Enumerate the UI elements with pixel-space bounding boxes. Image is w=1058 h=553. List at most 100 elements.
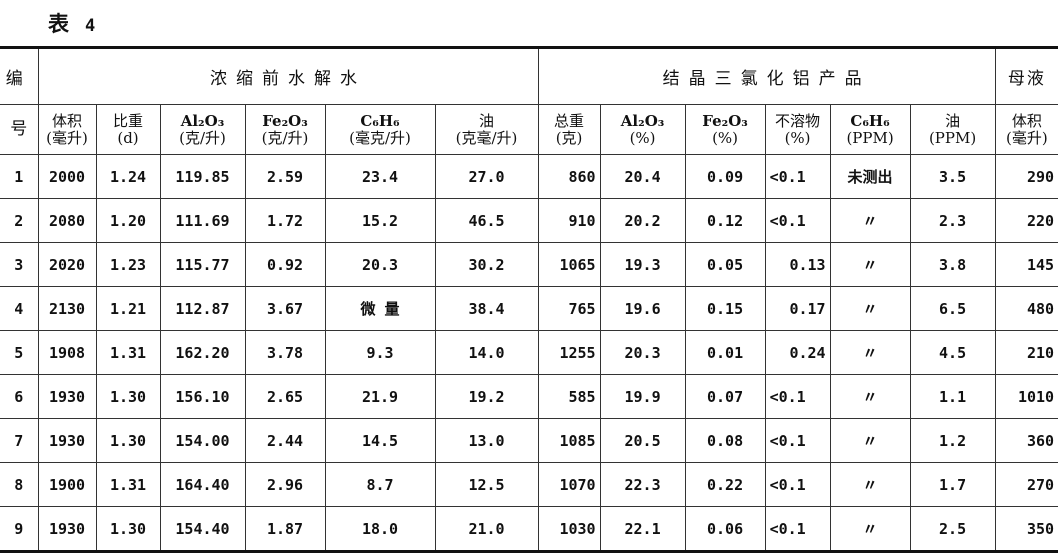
- column-header-name: 油: [479, 111, 495, 130]
- table-cell: <0.1: [764, 418, 831, 463]
- table-cell: 1900: [37, 462, 97, 507]
- table-row: 1 2000 1.24 119.85 2.59 23.4 27.0 860 20.4 0.09 <0…: [0, 154, 1058, 199]
- row-number: 4: [0, 286, 39, 331]
- table-row: 5 1908 1.31 162.20 3.78 9.3 14.0 1255 20.3 0.01 0.…: [0, 330, 1058, 375]
- table-cell: 1.30: [95, 418, 161, 463]
- table-cell: 0.13: [764, 242, 831, 287]
- row-number: 6: [0, 374, 39, 419]
- table-cell: 115.77: [159, 242, 246, 287]
- table-cell: 220: [994, 198, 1058, 243]
- row-number: 3: [0, 242, 39, 287]
- table-cell: 46.5: [434, 198, 539, 243]
- table-body: 1 2000 1.24 119.85 2.59 23.4 27.0 860 20.4 0.09 <0…: [0, 154, 1058, 552]
- table-cell: 1085: [537, 418, 601, 463]
- data-table: 编 浓缩前水解水 结晶三氯化铝产品 母液 号 体积 (毫升) 比重 (d) Al₂O₃(…: [0, 46, 1058, 553]
- table-cell: 〃: [829, 198, 911, 243]
- table-cell: 910: [537, 198, 601, 243]
- table-cell: 19.2: [434, 374, 539, 419]
- table-cell: 112.87: [159, 286, 246, 331]
- header-id-top: 编: [0, 47, 39, 105]
- table-cell: 1.1: [909, 374, 996, 419]
- table-cell: 1.7: [909, 462, 996, 507]
- table-cell: 1.20: [95, 198, 161, 243]
- table-cell: 〃: [829, 374, 911, 419]
- column-header: 不溶物 (%): [764, 104, 831, 155]
- header-group-before-concentration: 浓缩前水解水: [37, 47, 539, 105]
- table-cell: 1.31: [95, 330, 161, 375]
- table-cell: <0.1: [764, 198, 831, 243]
- table-cell: <0.1: [764, 154, 831, 199]
- row-number: 7: [0, 418, 39, 463]
- table-cell: 0.05: [684, 242, 766, 287]
- table-cell: 20.2: [599, 198, 686, 243]
- table-cell: 1908: [37, 330, 97, 375]
- table-cell: 1070: [537, 462, 601, 507]
- table-cell: 38.4: [434, 286, 539, 331]
- table-cell: 765: [537, 286, 601, 331]
- table-cell: 1030: [537, 506, 601, 552]
- table-cell: 2080: [37, 198, 97, 243]
- table-cell: 22.3: [599, 462, 686, 507]
- table-cell: 20.3: [324, 242, 436, 287]
- column-header-unit: (克/升): [179, 128, 226, 147]
- table-cell: 〃: [829, 418, 911, 463]
- table-cell: 3.8: [909, 242, 996, 287]
- table-cell: 20.3: [599, 330, 686, 375]
- table-cell: 1.30: [95, 374, 161, 419]
- table-cell: 0.15: [684, 286, 766, 331]
- table-cell: 23.4: [324, 154, 436, 199]
- column-header-unit: (毫升): [1005, 128, 1048, 147]
- column-header: C₆H₆ (毫克/升): [324, 104, 436, 155]
- header-id-bottom: 号: [0, 104, 39, 155]
- table-cell: 0.12: [684, 198, 766, 243]
- table-row: 4 2130 1.21 112.87 3.67 微 量 38.4 765 19.6 0.15 0.1…: [0, 286, 1058, 331]
- table-cell: 18.0: [324, 506, 436, 552]
- table-cell: 480: [994, 286, 1058, 331]
- table-cell: 2130: [37, 286, 97, 331]
- table-cell: 2.3: [909, 198, 996, 243]
- column-header-name: C₆H₆: [850, 111, 890, 130]
- table-cell: 6.5: [909, 286, 996, 331]
- table-cell: 21.0: [434, 506, 539, 552]
- table-cell: 20.4: [599, 154, 686, 199]
- table-cell: 〃: [829, 330, 911, 375]
- table-cell: 3.5: [909, 154, 996, 199]
- table-cell: 145: [994, 242, 1058, 287]
- table-cell: 1.87: [244, 506, 326, 552]
- table-cell: 1010: [994, 374, 1058, 419]
- column-header: 油 (PPM): [909, 104, 996, 155]
- header-group-row: 编 浓缩前水解水 结晶三氯化铝产品 母液: [0, 47, 1058, 105]
- table-cell: 1930: [37, 418, 97, 463]
- table-cell: 350: [994, 506, 1058, 552]
- column-header-name: 油: [945, 111, 961, 130]
- header-group-product: 结晶三氯化铝产品: [537, 47, 996, 105]
- table-cell: 1.72: [244, 198, 326, 243]
- table-cell: 2.96: [244, 462, 326, 507]
- table-cell: <0.1: [764, 462, 831, 507]
- column-header-name: 总重: [554, 111, 585, 130]
- table-cell: 19.3: [599, 242, 686, 287]
- table-cell: <0.1: [764, 374, 831, 419]
- table-row: 8 1900 1.31 164.40 2.96 8.7 12.5 1070 22.3 0.22 <0…: [0, 462, 1058, 507]
- row-number: 9: [0, 506, 39, 552]
- column-header: Fe₂O₃ (克/升): [244, 104, 326, 155]
- table-number: 4: [85, 16, 98, 36]
- table-title-label: 表: [48, 11, 71, 36]
- column-header: 体积 (毫升): [994, 104, 1058, 155]
- table-cell: 4.5: [909, 330, 996, 375]
- column-header: 体积 (毫升): [37, 104, 97, 155]
- table-cell: 15.2: [324, 198, 436, 243]
- column-header: 总重 (克): [537, 104, 601, 155]
- column-header-unit: (%): [784, 128, 811, 147]
- column-header: 油 (克毫/升): [434, 104, 539, 155]
- table-cell: 1065: [537, 242, 601, 287]
- table-cell: 154.40: [159, 506, 246, 552]
- table-row: 2 2080 1.20 111.69 1.72 15.2 46.5 910 20.2 0.12 <0…: [0, 198, 1058, 243]
- table-cell: 0.17: [764, 286, 831, 331]
- table-cell: 1.24: [95, 154, 161, 199]
- column-header-unit: (克): [555, 128, 583, 147]
- table-cell: 154.00: [159, 418, 246, 463]
- table-cell: 270: [994, 462, 1058, 507]
- column-header-unit: (%): [712, 128, 739, 147]
